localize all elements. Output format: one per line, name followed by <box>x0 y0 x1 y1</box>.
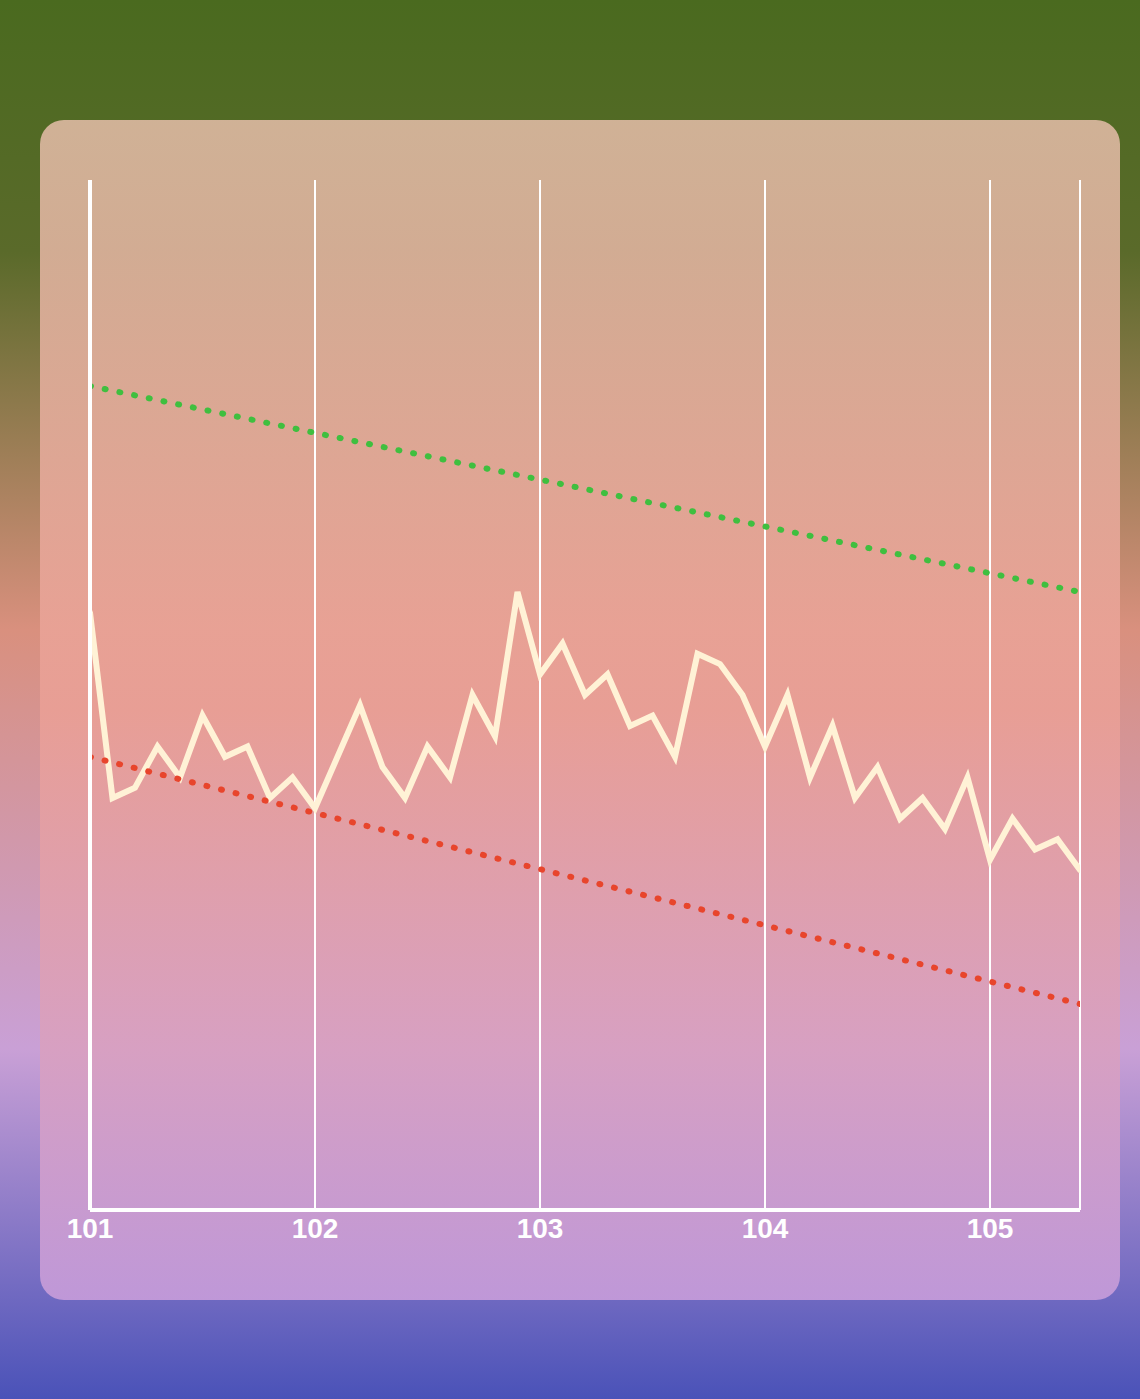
svg-text:105: 105 <box>967 1213 1014 1244</box>
svg-text:104: 104 <box>742 1213 789 1244</box>
svg-text:101: 101 <box>67 1213 114 1244</box>
svg-text:103: 103 <box>517 1213 564 1244</box>
svg-text:102: 102 <box>292 1213 339 1244</box>
